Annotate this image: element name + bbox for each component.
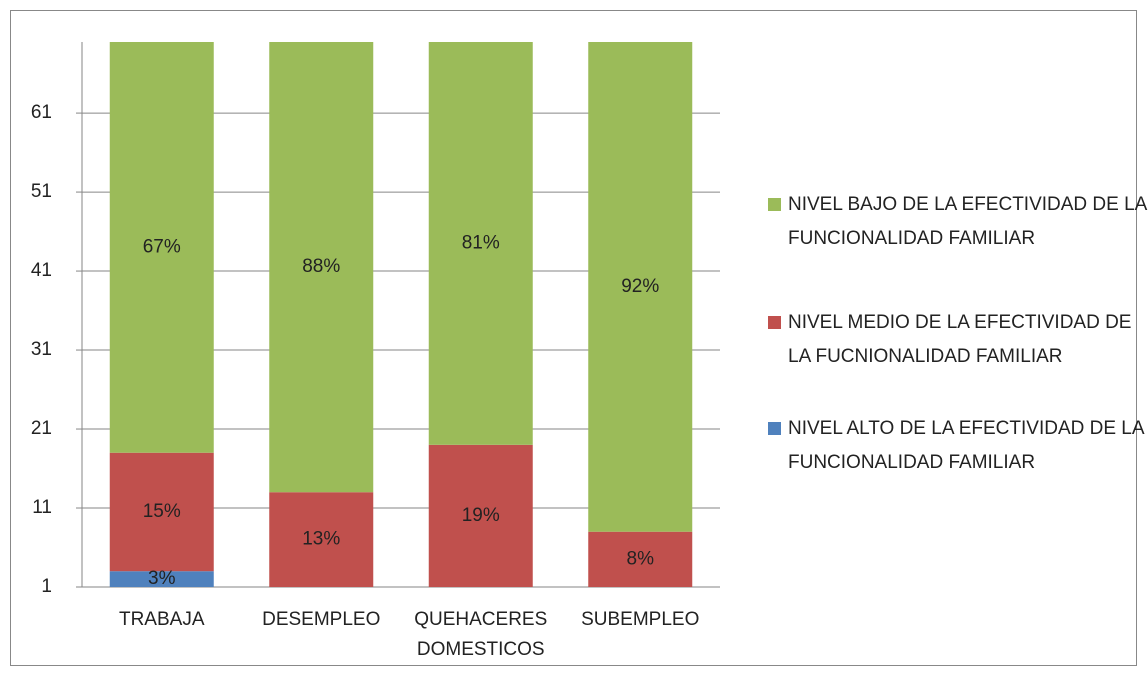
bar-segment [428, 42, 533, 445]
y-tick-label: 51 [31, 181, 52, 202]
data-label: 8% [627, 548, 655, 569]
legend-entry: NIVEL MEDIO DE LA EFECTIVIDAD DE LA FUCN… [768, 306, 1148, 374]
y-tick-label: 61 [31, 102, 52, 123]
y-tick-label: 1 [41, 576, 52, 597]
legend-entry: NIVEL BAJO DE LA EFECTIVIDAD DE LA FUNCI… [768, 188, 1148, 256]
bar-segment [588, 531, 693, 587]
legend-swatch [768, 198, 781, 211]
bar-segment [269, 42, 374, 493]
bar-segment [109, 42, 214, 453]
y-tick-label: 41 [31, 260, 52, 281]
y-tick-label: 21 [31, 418, 52, 439]
bar-segment [269, 492, 374, 587]
legend-entry: NIVEL ALTO DE LA EFECTIVIDAD DE LA FUNCI… [768, 412, 1148, 480]
data-label: 92% [621, 276, 659, 297]
bar-segment [109, 571, 214, 587]
data-label: 15% [143, 501, 181, 522]
y-tick-label: 31 [31, 339, 52, 360]
data-label: 81% [462, 232, 500, 253]
x-tick-label: QUEHACERES DOMESTICOS [414, 609, 548, 660]
data-label: 88% [302, 256, 340, 277]
data-label: 13% [302, 529, 340, 550]
bar-segment [588, 42, 693, 532]
y-tick-label: 11 [32, 497, 52, 518]
data-label: 67% [143, 236, 181, 257]
legend-swatch [768, 316, 781, 329]
bar-segment [428, 444, 533, 587]
bar-segment [109, 452, 214, 572]
legend-swatch [768, 422, 781, 435]
data-label: 19% [462, 505, 500, 526]
data-label: 3% [148, 568, 176, 589]
chart-border [10, 10, 1137, 666]
x-tick-label: DESEMPLEO [262, 609, 381, 630]
x-tick-label: TRABAJA [118, 609, 205, 630]
x-tick-label: SUBEMPLEO [581, 609, 700, 630]
